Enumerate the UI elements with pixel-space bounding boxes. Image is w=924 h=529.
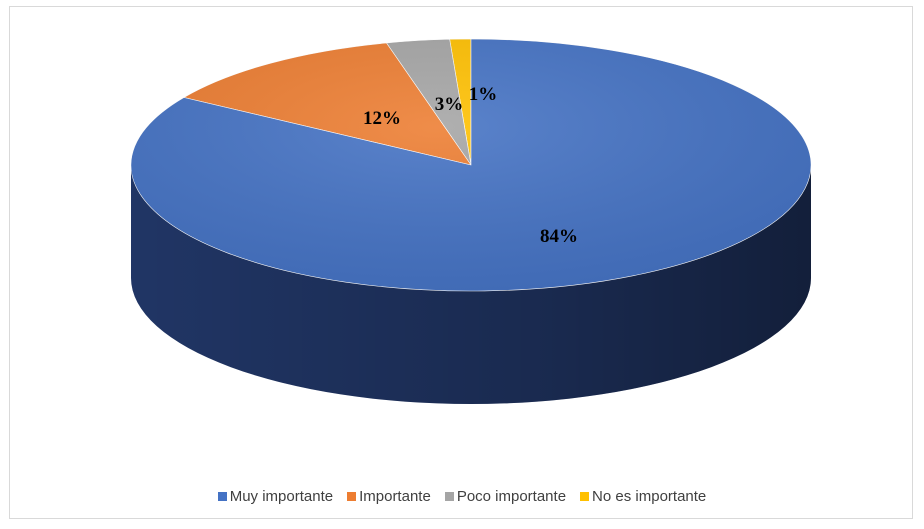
chart-frame: 1% 3% 12% 84% Muy importante Importante Poc… [9,6,913,519]
legend-label-poco-importante: Poco importante [456,487,567,505]
data-label-importante: 12% [363,108,401,129]
data-label-poco-importante: 3% [435,94,464,115]
legend-swatch-muy-importante [217,491,227,501]
pie-top-shading [131,39,811,291]
legend-swatch-importante [347,491,357,501]
legend-label-muy-importante: Muy importante [229,487,334,505]
legend-item-no-es-importante: No es importante [580,488,706,505]
legend-label-no-es-importante: No es importante [592,487,707,505]
data-label-no-es-importante: 1% [469,84,498,105]
pie-chart: 1%3% 12% 84% [130,38,812,404]
pie-side-shading [131,165,811,404]
legend-item-importante: Importante [347,488,431,505]
data-label-muy-importante: 84% [540,226,578,247]
legend-item-muy-importante: Muy importante [217,487,334,505]
legend: Muy importante Importante Poco important… [10,485,914,507]
legend-swatch-poco-importante [444,491,454,501]
legend-item-poco-importante: Poco importante [444,487,567,505]
legend-label-importante: Importante [359,487,431,505]
legend-swatch-no-es-importante [580,491,590,501]
